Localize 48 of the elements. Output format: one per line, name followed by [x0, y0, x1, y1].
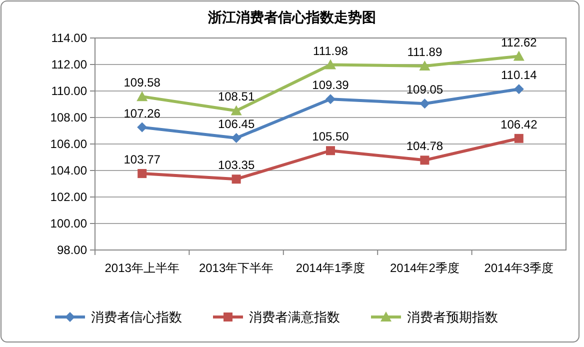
data-label: 103.77: [124, 152, 161, 167]
point: [326, 146, 335, 156]
data-label: 103.35: [218, 158, 255, 172]
data-label: 106.45: [218, 117, 255, 132]
point: [514, 134, 524, 143]
x-tick-label: 2014年2季度: [390, 261, 460, 275]
point: [514, 84, 524, 94]
legend-label: 消费者预期指数: [407, 310, 498, 325]
point: [136, 91, 148, 102]
y-tick-label: 110.00: [51, 84, 88, 98]
point: [231, 133, 242, 144]
point: [137, 122, 148, 132]
data-label: 112.62: [500, 35, 538, 50]
data-label: 104.78: [406, 139, 444, 154]
data-label: 108.51: [218, 90, 255, 104]
x-tick-label: 2014年3季度: [484, 261, 554, 275]
x-tick-label: 2014年1季度: [296, 261, 366, 275]
data-label: 106.42: [500, 117, 538, 132]
data-label: 105.50: [312, 130, 350, 144]
data-label: 109.05: [406, 82, 444, 97]
point: [420, 98, 430, 109]
y-tick-label: 106.00: [50, 137, 88, 152]
chart-title: 浙江消费者信心指数走势图: [207, 9, 376, 25]
legend-label: 消费者满意指数: [249, 310, 340, 325]
point: [513, 50, 524, 61]
y-tick-label: 114.00: [51, 31, 88, 46]
data-label: 110.14: [500, 68, 538, 82]
data-label: 107.26: [124, 106, 161, 120]
point: [232, 174, 241, 184]
point: [138, 169, 147, 178]
point: [419, 60, 430, 70]
y-tick-label: 100.00: [50, 216, 88, 231]
data-label: 109.58: [124, 76, 161, 90]
y-tick-label: 98.00: [56, 243, 88, 258]
data-label: 109.39: [312, 78, 350, 92]
point: [325, 59, 336, 70]
y-tick-label: 102.00: [50, 190, 88, 204]
point: [326, 94, 336, 104]
x-tick-label: 2013年上半年: [104, 261, 180, 275]
point: [230, 105, 242, 116]
point: [420, 156, 430, 165]
data-label: 111.98: [313, 44, 348, 58]
y-tick-label: 112.00: [51, 58, 88, 72]
data-label: 111.89: [407, 44, 442, 59]
x-tick-label: 2013年下半年: [198, 261, 274, 275]
y-tick-label: 104.00: [50, 164, 88, 178]
y-tick-label: 108.00: [50, 110, 88, 125]
legend-label: 消费者信心指数: [91, 310, 182, 325]
